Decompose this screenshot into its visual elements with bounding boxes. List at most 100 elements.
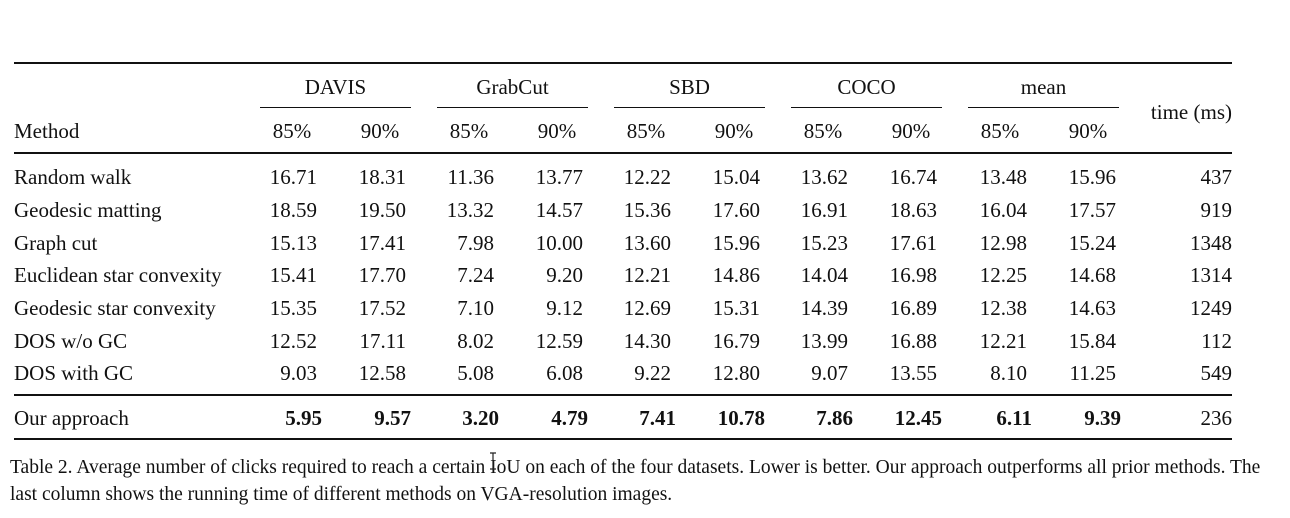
top-rule [14,62,1232,64]
threshold-header: 90% [360,119,400,143]
method-cell: Graph cut [14,231,98,255]
time-cell: 112 [1201,329,1232,353]
value-cell: 15.31 [712,296,760,320]
value-cell-ours: 7.41 [639,406,676,430]
value-cell: 18.63 [889,198,937,222]
value-cell: 9.22 [634,361,671,385]
value-cell: 7.10 [457,296,494,320]
value-cell: 15.23 [800,231,848,255]
value-cell: 12.69 [623,296,671,320]
value-cell: 14.30 [623,329,671,353]
value-cell: 13.60 [623,231,671,255]
value-cell: 9.12 [546,296,583,320]
bottom-rule [14,438,1232,440]
value-cell: 17.60 [712,198,760,222]
method-header: Method [14,119,80,143]
value-cell: 17.11 [359,329,406,353]
dataset-header-sbd: SBD [669,75,710,99]
value-cell: 17.41 [358,231,406,255]
value-cell-ours: 12.45 [894,406,942,430]
value-cell: 13.62 [800,165,848,189]
value-cell: 12.21 [979,329,1027,353]
value-cell: 13.55 [889,361,937,385]
value-cell: 15.84 [1068,329,1116,353]
table-caption: Table 2. Average number of clicks requir… [10,457,1261,505]
time-cell: 1249 [1190,296,1232,320]
value-cell: 13.32 [446,198,494,222]
value-cell-ours: 7.86 [816,406,853,430]
value-cell: 5.08 [457,361,494,385]
threshold-header: 85% [803,119,843,143]
threshold-header: 85% [626,119,666,143]
value-cell: 12.52 [269,329,317,353]
value-cell: 12.98 [979,231,1027,255]
davis-group-rule [260,107,411,108]
value-cell: 14.86 [712,263,760,287]
value-cell: 17.57 [1068,198,1116,222]
value-cell: 17.70 [358,263,406,287]
method-cell: Geodesic star convexity [14,296,216,320]
threshold-header: 90% [714,119,754,143]
value-cell: 12.58 [358,361,406,385]
header-rule [14,152,1232,154]
value-cell: 15.13 [269,231,317,255]
value-cell: 15.96 [1068,165,1116,189]
value-cell: 12.38 [979,296,1027,320]
method-cell-ours: Our approach [14,406,129,430]
value-cell: 16.88 [889,329,937,353]
value-cell: 7.98 [457,231,494,255]
text-cursor-icon [490,452,496,470]
value-cell: 17.61 [889,231,937,255]
grabcut-group-rule [437,107,588,108]
method-cell: DOS w/o GC [14,329,128,353]
value-cell: 19.50 [358,198,406,222]
threshold-header: 90% [537,119,577,143]
time-header: time (ms) [1150,100,1232,124]
value-cell: 9.03 [280,361,317,385]
value-cell-ours: 5.95 [285,406,322,430]
coco-group-rule [791,107,942,108]
value-cell: 12.21 [623,263,671,287]
value-cell: 14.04 [800,263,848,287]
value-cell: 8.10 [990,361,1027,385]
value-cell: 14.39 [800,296,848,320]
value-cell: 12.80 [712,361,760,385]
value-cell: 16.98 [889,263,937,287]
value-cell: 15.36 [623,198,671,222]
value-cell: 16.71 [269,165,317,189]
threshold-header: 85% [980,119,1020,143]
value-cell-ours: 9.57 [374,406,411,430]
value-cell: 14.57 [535,198,583,222]
value-cell: 9.20 [546,263,583,287]
method-cell: Geodesic matting [14,198,162,222]
value-cell: 18.59 [269,198,317,222]
value-cell: 11.36 [447,165,494,189]
value-cell: 14.63 [1068,296,1116,320]
dataset-header-davis: DAVIS [304,75,367,99]
value-cell: 13.77 [535,165,583,189]
dataset-header-grabcut: GrabCut [476,75,549,99]
value-cell: 12.25 [979,263,1027,287]
time-cell: 549 [1200,361,1233,385]
method-cell: Random walk [14,165,132,189]
value-cell: 8.02 [457,329,494,353]
value-cell: 15.24 [1068,231,1116,255]
time-cell: 437 [1200,165,1233,189]
dataset-header-coco: COCO [837,75,896,99]
threshold-header: 85% [272,119,312,143]
value-cell-ours: 10.78 [717,406,765,430]
value-cell-ours: 4.79 [551,406,588,430]
time-cell-ours: 236 [1200,406,1233,430]
sbd-group-rule [614,107,765,108]
time-cell: 919 [1200,198,1233,222]
value-cell: 9.07 [811,361,848,385]
value-cell: 18.31 [358,165,406,189]
value-cell: 15.41 [269,263,317,287]
threshold-header: 90% [891,119,931,143]
mean-group-rule [968,107,1119,108]
value-cell: 15.35 [269,296,317,320]
dataset-header-mean: mean [1020,75,1067,99]
value-cell: 15.04 [712,165,760,189]
value-cell: 13.99 [800,329,848,353]
value-cell: 6.08 [546,361,583,385]
